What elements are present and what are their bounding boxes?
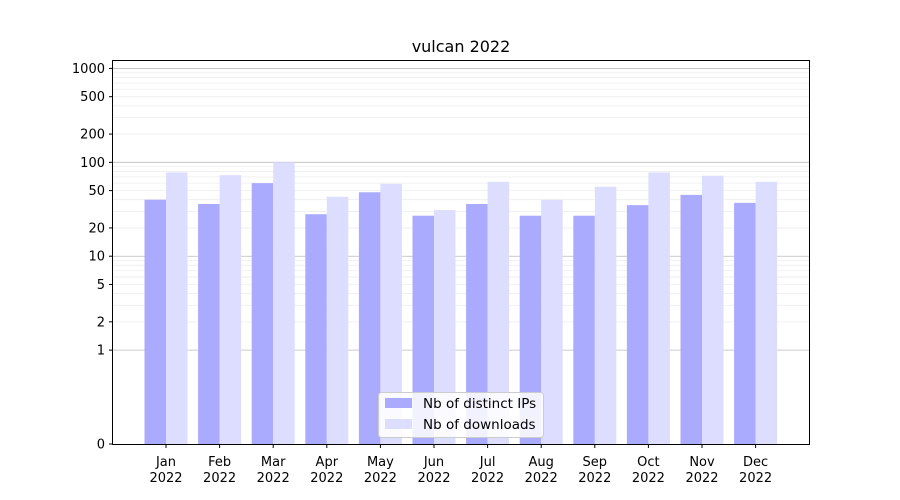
x-tick-label-year: 2022 — [203, 471, 236, 486]
x-axis: Jan2022Feb2022Mar2022Apr2022May2022Jun20… — [149, 444, 772, 486]
bar-distinct-ips-nov — [680, 194, 702, 444]
y-tick-label: 2 — [97, 315, 105, 330]
bar-downloads-jan — [166, 172, 188, 444]
x-tick-label-month: Sep — [583, 455, 608, 470]
x-tick-label-month: May — [367, 455, 394, 470]
bar-distinct-ips-apr — [305, 214, 327, 444]
bar-downloads-oct — [648, 172, 670, 444]
x-tick-label-year: 2022 — [739, 471, 772, 486]
x-tick-label-month: Oct — [637, 455, 659, 470]
y-tick-label: 1 — [97, 344, 105, 359]
plot-frame — [112, 60, 810, 445]
x-tick-label-year: 2022 — [685, 471, 718, 486]
x-tick-label-year: 2022 — [310, 471, 343, 486]
x-tick-label-year: 2022 — [417, 471, 450, 486]
bar-distinct-ips-dec — [734, 202, 756, 444]
bar-downloads-sep — [594, 186, 617, 444]
bar-distinct-ips-may — [358, 192, 381, 444]
x-tick-label-month: Mar — [261, 455, 286, 470]
y-tick-label: 500 — [80, 90, 105, 105]
bar-distinct-ips-jul — [466, 203, 488, 444]
bar-downloads-jul — [487, 181, 510, 444]
bar-distinct-ips-jun — [412, 215, 434, 444]
bar-downloads-may — [380, 183, 402, 444]
x-tick-label-month: Jun — [423, 455, 444, 470]
y-axis: 0 1 2 5 10 20 50 100 200 500 1000 — [72, 62, 113, 453]
bar-downloads-mar — [273, 162, 295, 445]
y-tick-label: 1000 — [72, 62, 105, 77]
bar-downloads-dec — [755, 181, 778, 444]
legend: Nb of distinct IPs Nb of downloads — [378, 392, 544, 438]
x-tick-label-month: Aug — [529, 455, 554, 470]
bar-downloads-nov — [702, 175, 724, 445]
x-tick-label-month: Dec — [743, 455, 768, 470]
chart-title: vulcan 2022 — [412, 37, 511, 56]
legend-label-ips: Nb of distinct IPs — [423, 396, 536, 412]
legend-swatch-ips — [385, 398, 412, 408]
bar-distinct-ips-sep — [573, 215, 595, 444]
y-tick-label: 100 — [80, 156, 105, 171]
x-tick-label-year: 2022 — [632, 471, 665, 486]
bar-downloads-apr — [326, 196, 349, 444]
y-tick-label: 20 — [88, 221, 105, 236]
y-tick-label: 200 — [80, 128, 105, 143]
bar-distinct-ips-aug — [519, 215, 542, 444]
x-tick-label-year: 2022 — [525, 471, 558, 486]
bar-distinct-ips-oct — [626, 205, 649, 444]
y-tick-label: 5 — [97, 278, 105, 293]
bar-distinct-ips-feb — [198, 203, 220, 444]
x-tick-label-year: 2022 — [471, 471, 504, 486]
legend-label-downloads: Nb of downloads — [423, 417, 536, 433]
x-tick-label-month: Jul — [479, 455, 496, 470]
bar-downloads-feb — [219, 175, 242, 444]
x-tick-label-month: Apr — [316, 455, 339, 470]
x-tick-label-year: 2022 — [578, 471, 611, 486]
x-tick-label-year: 2022 — [149, 471, 182, 486]
y-tick-label: 10 — [88, 250, 105, 265]
x-tick-label-year: 2022 — [257, 471, 290, 486]
x-tick-label-month: Nov — [689, 455, 715, 470]
x-tick-label-month: Feb — [208, 455, 231, 470]
y-tick-label: 50 — [88, 184, 105, 199]
x-tick-label-year: 2022 — [364, 471, 397, 486]
legend-box — [378, 392, 544, 438]
bar-downloads-aug — [541, 199, 563, 444]
bar-distinct-ips-mar — [251, 183, 274, 444]
bar-distinct-ips-jan — [144, 199, 166, 444]
x-tick-label-month: Jan — [155, 455, 176, 470]
y-tick-label: 0 — [97, 438, 105, 453]
bar-downloads-jun — [434, 210, 456, 444]
legend-swatch-downloads — [385, 419, 412, 429]
bars-layer — [144, 162, 778, 445]
